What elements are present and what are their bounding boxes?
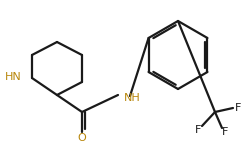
Text: F: F [195,125,201,135]
Text: F: F [222,127,228,137]
Text: F: F [235,103,241,113]
Text: HN: HN [5,72,22,82]
Text: NH: NH [124,93,141,103]
Text: O: O [78,133,86,143]
